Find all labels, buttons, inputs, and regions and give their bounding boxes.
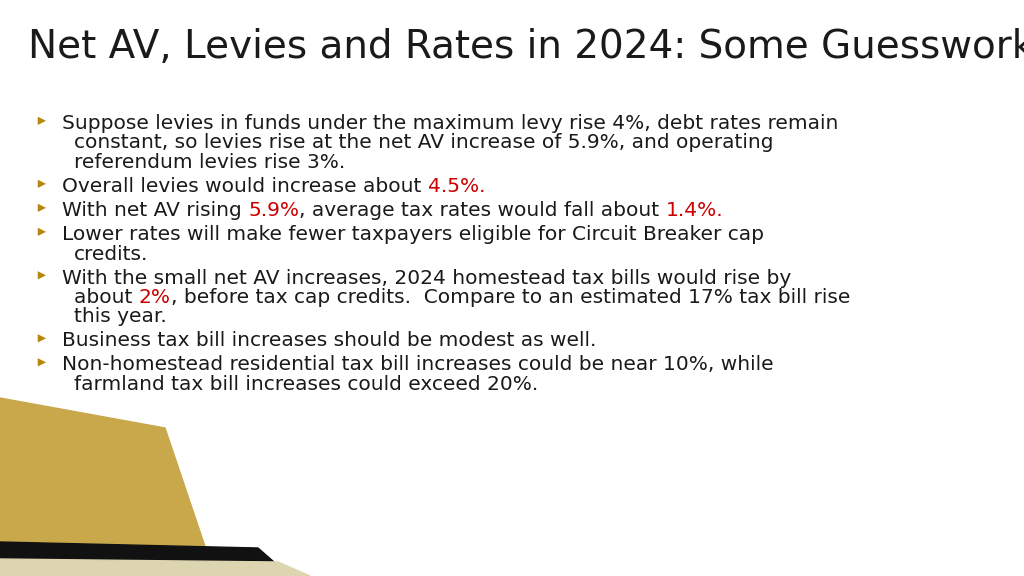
Text: referendum levies rise 3%.: referendum levies rise 3%.	[74, 153, 345, 172]
Text: With the small net AV increases, 2024 homestead tax bills would rise by: With the small net AV increases, 2024 ho…	[62, 268, 792, 287]
Polygon shape	[38, 271, 46, 279]
Polygon shape	[38, 358, 46, 366]
Text: constant, so levies rise at the net AV increase of 5.9%, and operating: constant, so levies rise at the net AV i…	[74, 134, 773, 153]
Polygon shape	[0, 542, 290, 576]
Text: Overall levies would increase about: Overall levies would increase about	[62, 177, 428, 196]
Polygon shape	[38, 204, 46, 212]
Polygon shape	[0, 398, 215, 576]
Text: 4.5%.: 4.5%.	[428, 177, 485, 196]
Text: Net AV, Levies and Rates in 2024: Some Guesswork: Net AV, Levies and Rates in 2024: Some G…	[28, 28, 1024, 66]
Text: Business tax bill increases should be modest as well.: Business tax bill increases should be mo…	[62, 332, 596, 351]
Text: 1.4%.: 1.4%.	[666, 201, 723, 220]
Polygon shape	[38, 180, 46, 188]
Text: Lower rates will make fewer taxpayers eligible for Circuit Breaker cap: Lower rates will make fewer taxpayers el…	[62, 225, 764, 244]
Polygon shape	[0, 559, 310, 576]
Polygon shape	[38, 228, 46, 236]
Text: With net AV rising: With net AV rising	[62, 201, 248, 220]
Text: Non-homestead residential tax bill increases could be near 10%, while: Non-homestead residential tax bill incre…	[62, 355, 773, 374]
Text: 5.9%: 5.9%	[248, 201, 299, 220]
Text: 2%: 2%	[138, 288, 171, 307]
Text: farmland tax bill increases could exceed 20%.: farmland tax bill increases could exceed…	[74, 375, 539, 394]
Text: this year.: this year.	[74, 308, 167, 327]
Text: , average tax rates would fall about: , average tax rates would fall about	[299, 201, 666, 220]
Text: Suppose levies in funds under the maximum levy rise 4%, debt rates remain: Suppose levies in funds under the maximu…	[62, 114, 839, 133]
Text: credits.: credits.	[74, 244, 148, 263]
Polygon shape	[38, 334, 46, 343]
Polygon shape	[38, 117, 46, 125]
Text: , before tax cap credits.  Compare to an estimated 17% tax bill rise: , before tax cap credits. Compare to an …	[171, 288, 850, 307]
Text: about: about	[74, 288, 138, 307]
